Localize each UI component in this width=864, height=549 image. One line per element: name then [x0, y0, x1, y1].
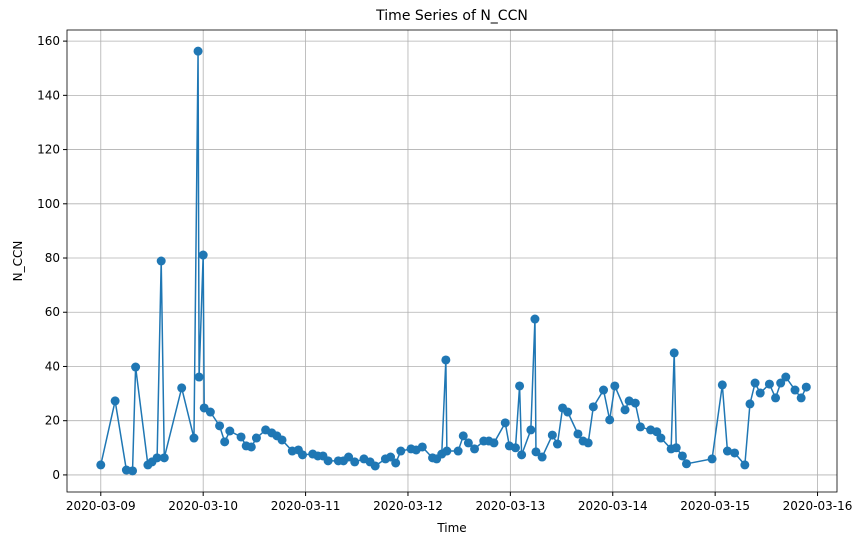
point: [470, 444, 480, 454]
point: [152, 453, 162, 463]
x-tick-label: 2020-03-12: [373, 499, 443, 513]
point: [350, 457, 360, 467]
point: [677, 451, 687, 461]
point: [198, 250, 208, 260]
y-tick-label: 160: [37, 34, 60, 48]
point: [776, 378, 786, 388]
point: [510, 443, 520, 453]
y-tick-label: 0: [52, 468, 60, 482]
point: [656, 433, 666, 443]
y-tick-label: 60: [45, 305, 60, 319]
point: [599, 385, 609, 395]
x-tick-label: 2020-03-09: [66, 499, 136, 513]
point: [573, 429, 583, 439]
y-tick-label: 140: [37, 88, 60, 102]
point: [500, 418, 510, 428]
point: [717, 380, 727, 390]
point: [236, 432, 246, 442]
point: [605, 415, 615, 425]
point: [189, 433, 199, 443]
point: [131, 362, 141, 372]
x-tick-label: 2020-03-15: [680, 499, 750, 513]
point: [563, 407, 573, 417]
point: [193, 46, 203, 56]
point: [344, 452, 354, 462]
point: [463, 438, 473, 448]
point: [730, 448, 740, 458]
point: [531, 447, 541, 457]
point: [771, 393, 781, 403]
x-tick-label: 2020-03-16: [783, 499, 853, 513]
point: [707, 454, 717, 464]
point: [96, 460, 106, 470]
point: [458, 431, 468, 441]
point: [583, 438, 593, 448]
point: [610, 381, 620, 391]
point: [620, 405, 630, 415]
point: [671, 443, 681, 453]
point: [547, 430, 557, 440]
point: [225, 426, 235, 436]
point: [588, 402, 598, 412]
y-tick-label: 40: [45, 359, 60, 373]
point: [442, 446, 452, 456]
point: [177, 383, 187, 393]
point: [526, 425, 536, 435]
point: [453, 446, 463, 456]
point: [298, 450, 308, 460]
chart-title: Time Series of N_CCN: [375, 8, 528, 24]
point: [745, 399, 755, 409]
point: [740, 460, 750, 470]
x-tick-label: 2020-03-10: [168, 499, 238, 513]
point: [277, 435, 287, 445]
y-tick-label: 20: [45, 414, 60, 428]
point: [159, 453, 169, 463]
x-tick-label: 2020-03-11: [271, 499, 341, 513]
point: [764, 379, 774, 389]
point: [669, 348, 679, 358]
point: [755, 388, 765, 398]
y-axis-label: N_CCN: [11, 241, 25, 282]
point: [386, 452, 396, 462]
point: [530, 314, 540, 324]
point: [396, 446, 406, 456]
point: [537, 452, 547, 462]
point: [220, 437, 230, 447]
point: [194, 372, 204, 382]
point: [722, 446, 732, 456]
point: [489, 438, 499, 448]
point: [370, 461, 380, 471]
point: [391, 458, 401, 468]
point: [630, 398, 640, 408]
point: [205, 407, 215, 417]
point: [517, 450, 527, 460]
point: [781, 372, 791, 382]
point: [796, 393, 806, 403]
plot-frame: [66, 29, 838, 493]
point: [110, 396, 120, 406]
point: [246, 442, 256, 452]
point: [128, 466, 138, 476]
point: [635, 422, 645, 432]
point: [417, 442, 427, 452]
point: [515, 381, 525, 391]
x-tick-label: 2020-03-13: [475, 499, 545, 513]
point: [790, 385, 800, 395]
y-tick-label: 120: [37, 143, 60, 157]
x-tick-label: 2020-03-14: [578, 499, 648, 513]
y-tick-label: 100: [37, 197, 60, 211]
x-axis-label: Time: [436, 521, 466, 535]
y-tick-label: 80: [45, 251, 60, 265]
point: [215, 421, 225, 431]
point: [750, 378, 760, 388]
point: [251, 433, 261, 443]
point: [681, 459, 691, 469]
point: [156, 256, 166, 266]
point: [441, 355, 451, 365]
point: [801, 382, 811, 392]
point: [552, 439, 562, 449]
point: [323, 456, 333, 466]
